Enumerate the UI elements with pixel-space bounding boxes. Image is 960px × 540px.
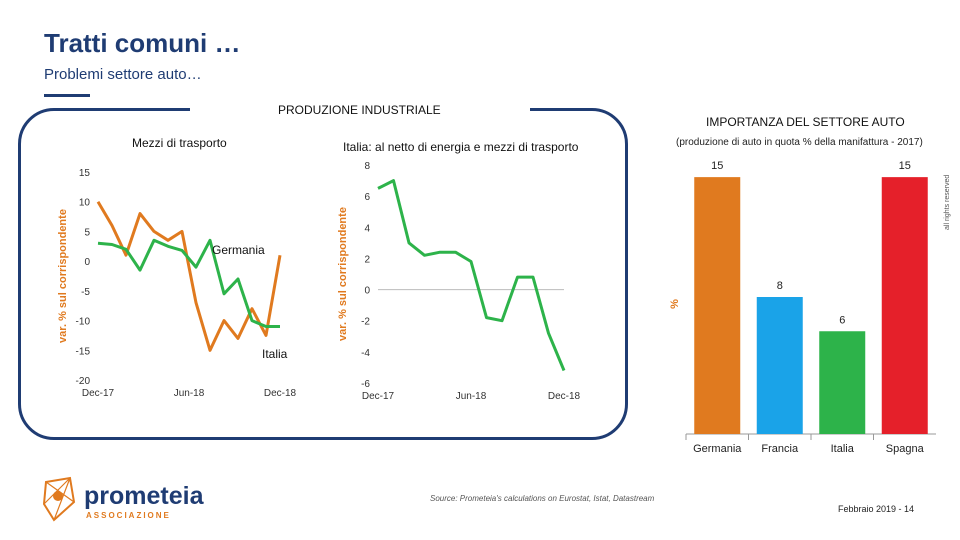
series-line (96, 200, 282, 352)
y-axis-label: var. % sul corrispondente (337, 207, 349, 341)
y-tick-label: 10 (79, 198, 91, 209)
x-tick-label: Dec-18 (548, 391, 581, 402)
frame-title-gap (190, 104, 530, 114)
bar-value-label: 15 (711, 160, 723, 172)
bar-value-label: 15 (899, 160, 911, 172)
logo-name: prometeia (84, 482, 205, 510)
y-tick-label: 0 (364, 286, 370, 297)
category-label: Italia (831, 443, 855, 455)
y-tick-label: -2 (361, 317, 370, 328)
left-chart-title: Mezzi di trasporto (132, 136, 227, 150)
bar-value-label: 8 (777, 280, 783, 292)
subtitle-rule (44, 94, 90, 97)
y-tick-label: -4 (361, 348, 370, 359)
x-tick-label: Jun-18 (456, 391, 487, 402)
prometeia-logo: prometeia ASSOCIAZIONE (42, 476, 205, 522)
category-label: Francia (761, 443, 799, 455)
x-tick-label: Jun-18 (174, 388, 205, 399)
bar (819, 331, 866, 434)
importance-subtitle: (produzione di auto in quota % della man… (676, 137, 923, 148)
production-panel-title: PRODUZIONE INDUSTRIALE (278, 103, 441, 117)
bar-value-label: 6 (839, 314, 845, 326)
series-label: Italia (262, 347, 288, 361)
x-tick-label: Dec-17 (82, 388, 115, 399)
logo-mark-icon (42, 476, 76, 522)
y-tick-label: 2 (364, 254, 370, 265)
y-axis-label: var. % sul corrispondente (57, 209, 69, 343)
x-tick-label: Dec-18 (264, 388, 297, 399)
y-tick-label: 4 (364, 223, 370, 234)
logo-sub: ASSOCIAZIONE (86, 511, 171, 520)
y-tick-label: -15 (76, 346, 91, 357)
middle-chart-title: Italia: al netto di energia e mezzi di t… (343, 140, 579, 154)
y-axis-label: % (669, 299, 681, 309)
y-tick-label: 6 (364, 192, 370, 203)
y-tick-label: 0 (84, 257, 90, 268)
y-tick-label: 8 (364, 161, 370, 172)
y-tick-label: -5 (81, 287, 90, 298)
bar (756, 297, 803, 434)
y-tick-label: -6 (361, 379, 370, 390)
y-tick-label: 5 (84, 227, 90, 238)
importance-title: IMPORTANZA DEL SETTORE AUTO (706, 115, 905, 129)
x-tick-label: Dec-17 (362, 391, 395, 402)
bar (694, 177, 741, 434)
category-label: Spagna (886, 443, 925, 455)
source-note: Source: Prometeia's calculations on Euro… (430, 494, 655, 503)
category-label: Germania (693, 443, 742, 455)
page-subtitle: Problemi settore auto… (44, 66, 202, 83)
footer-date: Febbraio 2019 - 14 (838, 504, 915, 514)
y-tick-label: 15 (79, 168, 91, 179)
series-line (97, 238, 280, 328)
bar (881, 177, 928, 434)
series-line (377, 179, 566, 372)
y-tick-label: -10 (76, 317, 91, 328)
page-title: Tratti comuni … (44, 28, 241, 58)
y-tick-label: -20 (76, 376, 91, 387)
auto-share-chart: % 15 Germania 8 Francia 6 Italia 15 Spagna (669, 160, 936, 455)
series-label: Germania (212, 243, 265, 257)
